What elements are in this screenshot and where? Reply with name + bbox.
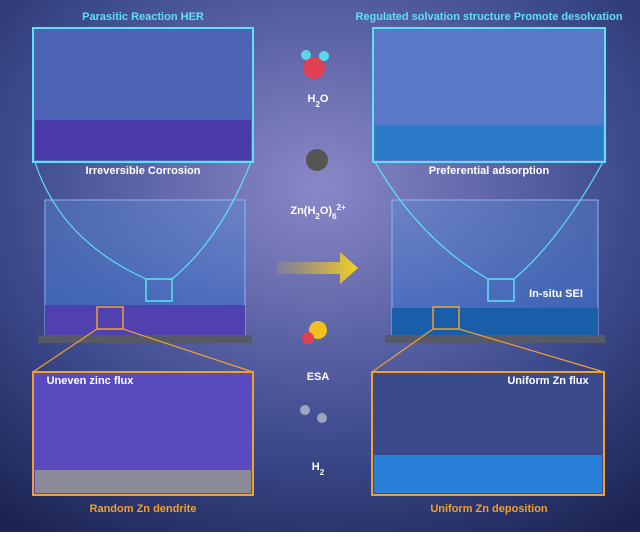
zoom-box bbox=[145, 278, 173, 302]
h2-icon bbox=[317, 413, 327, 423]
substrate bbox=[385, 335, 605, 343]
label: Preferential adsorption bbox=[429, 165, 550, 177]
label-part: Zn(H bbox=[290, 205, 315, 217]
label-part: O bbox=[320, 93, 329, 105]
label: Irreversible Corrosion bbox=[86, 165, 201, 177]
substrate bbox=[35, 470, 251, 493]
label-part: 2 bbox=[320, 468, 325, 477]
zoom-line bbox=[32, 328, 605, 373]
label: In-situ SEI bbox=[529, 288, 583, 300]
label: Random Zn dendrite bbox=[90, 503, 197, 515]
label-part: 6 bbox=[332, 212, 337, 221]
label: Regulated solvation structure Promote de… bbox=[355, 11, 622, 23]
water-icon bbox=[301, 50, 311, 60]
esa-icon bbox=[309, 321, 327, 339]
zn-icon bbox=[306, 149, 328, 171]
label-part: 2 bbox=[315, 100, 320, 109]
arrow bbox=[277, 252, 358, 284]
legend-label: ESA bbox=[307, 371, 330, 383]
label-part: ESA bbox=[307, 371, 330, 383]
zoom-line bbox=[34, 161, 604, 280]
dendrites bbox=[45, 305, 245, 335]
dendrite-layer bbox=[35, 120, 251, 160]
label-part: 2+ bbox=[337, 203, 346, 212]
label-part: H bbox=[312, 461, 320, 473]
label-part: 2 bbox=[315, 212, 320, 221]
legend-label: H2 bbox=[312, 461, 325, 477]
legend-label: Zn(H2O)62+ bbox=[290, 203, 346, 221]
h2-icon bbox=[300, 405, 310, 415]
label-part: H bbox=[308, 93, 316, 105]
label: Parasitic Reaction HER bbox=[82, 11, 204, 23]
sei-layer bbox=[375, 125, 603, 160]
label: Uneven zinc flux bbox=[47, 375, 135, 387]
substrate bbox=[38, 335, 252, 343]
zoom-box bbox=[96, 306, 124, 330]
label: Uniform Zn flux bbox=[507, 375, 589, 387]
esa-icon bbox=[302, 332, 314, 344]
legend-label: H2O bbox=[308, 93, 329, 109]
zoom-box bbox=[487, 278, 515, 302]
water-icon bbox=[319, 51, 329, 61]
label: Uniform Zn deposition bbox=[430, 503, 548, 515]
water-icon bbox=[303, 57, 325, 79]
sei bbox=[392, 308, 598, 335]
zoom-box bbox=[432, 306, 460, 330]
sei bbox=[374, 455, 602, 493]
label-part: O) bbox=[320, 205, 333, 217]
